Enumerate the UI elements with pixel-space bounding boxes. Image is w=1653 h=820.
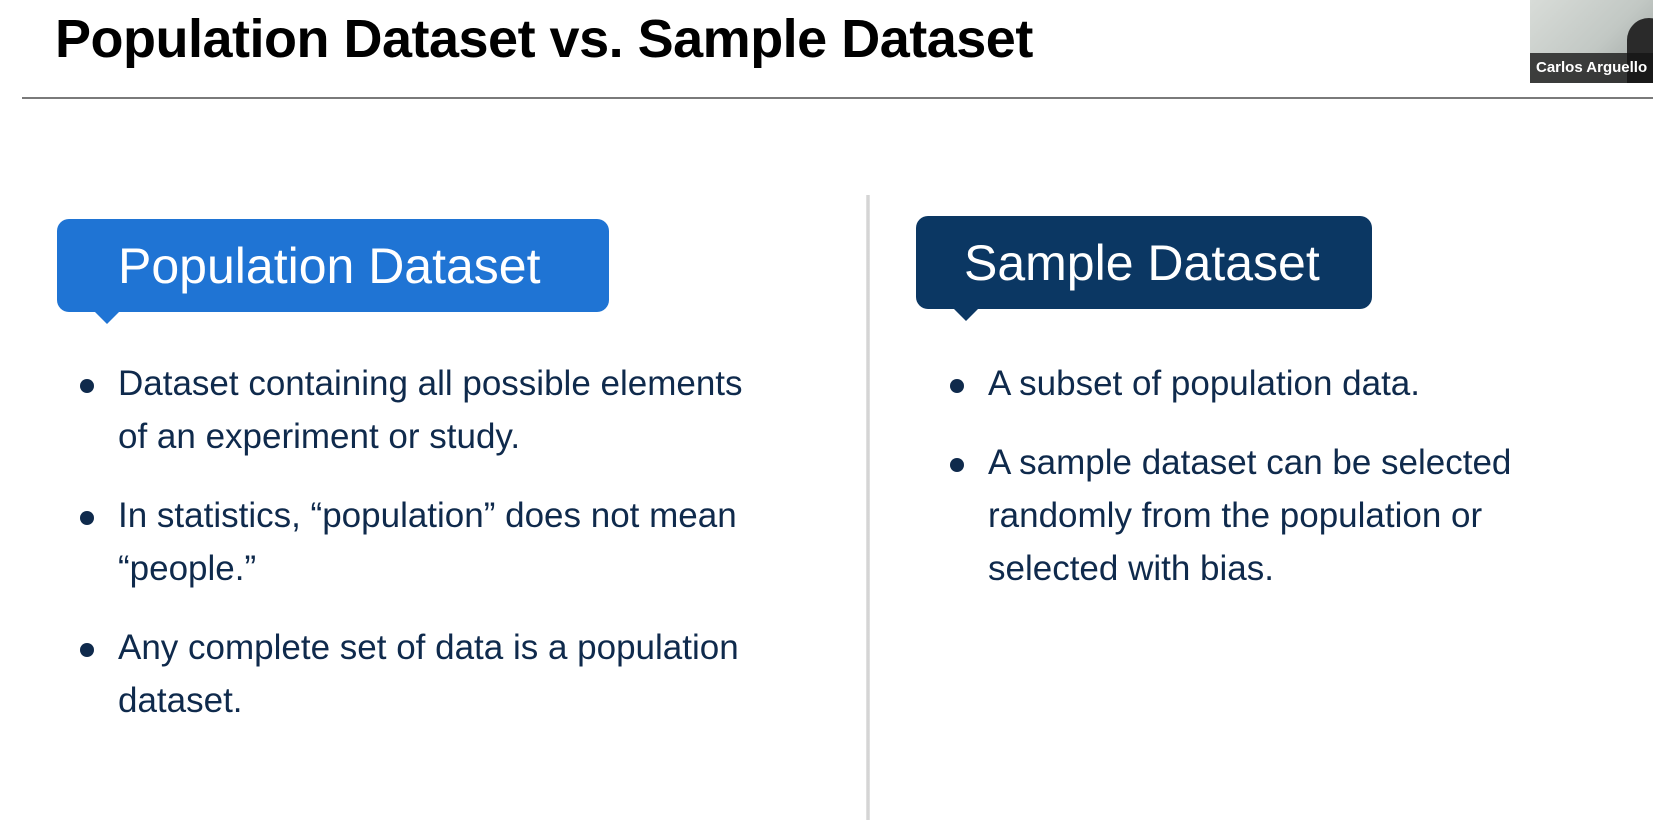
sample-dataset-header: Sample Dataset xyxy=(916,216,1372,321)
participant-name-label: Carlos Arguello xyxy=(1530,53,1653,83)
sample-bullet-1: A subset of population data. xyxy=(950,357,1590,410)
sample-bullet-2: A sample dataset can be selected randoml… xyxy=(950,436,1590,595)
population-dataset-header: Population Dataset xyxy=(57,219,609,324)
sample-dataset-header-label: Sample Dataset xyxy=(964,234,1320,291)
population-bullet-3: Any complete set of data is a population… xyxy=(80,621,780,727)
column-divider xyxy=(866,195,870,820)
population-bullet-1: Dataset containing all possible elements… xyxy=(80,357,780,463)
population-bullet-2: In statistics, “population” does not mea… xyxy=(80,489,780,595)
population-dataset-header-label: Population Dataset xyxy=(118,237,541,294)
population-bullet-list: Dataset containing all possible elements… xyxy=(80,357,780,753)
title-underline xyxy=(22,97,1653,99)
slide-title: Population Dataset vs. Sample Dataset xyxy=(55,9,1033,69)
sample-bullet-list: A subset of population data. A sample da… xyxy=(950,357,1590,621)
participant-video-tile[interactable]: Carlos Arguello xyxy=(1530,0,1653,83)
